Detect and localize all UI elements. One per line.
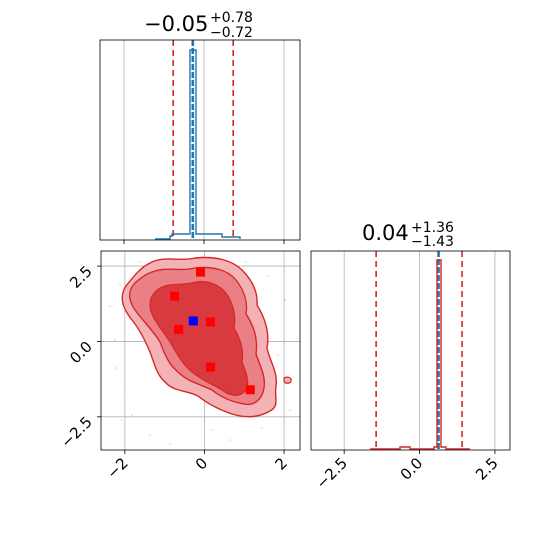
title-value: 0.04 bbox=[362, 221, 409, 245]
ytick-label: 2.5 bbox=[66, 262, 96, 292]
blue-markers bbox=[188, 316, 198, 326]
contour-isolated-blob bbox=[283, 376, 292, 384]
red-marker bbox=[170, 291, 180, 301]
axes-frame-top-left bbox=[99, 39, 301, 241]
axes-frame-bottom-right bbox=[310, 250, 511, 451]
red-marker bbox=[205, 362, 215, 372]
title-value: −0.05 bbox=[144, 12, 208, 36]
xticks-bottom-right: −2.5 0.0 2.5 bbox=[313, 450, 502, 493]
plot-area-bottom-right bbox=[311, 251, 510, 450]
ytick-label: 0.0 bbox=[66, 338, 96, 368]
title-lower-error: −0.72 bbox=[210, 25, 253, 41]
scatter-noise bbox=[109, 261, 291, 445]
red-marker bbox=[174, 324, 184, 334]
plot-area-top-left bbox=[100, 40, 300, 240]
panel-bottom-right-histogram: −2.5 0.0 2.5 0.04 +1.36 −1.43 bbox=[310, 220, 511, 493]
title-top-left: −0.05 +0.78 −0.72 bbox=[144, 10, 253, 41]
histogram-bars-top-left bbox=[155, 49, 241, 240]
axes-frame-bottom-left bbox=[100, 250, 301, 451]
xtick-label: 2.5 bbox=[472, 454, 502, 484]
blue-marker bbox=[188, 316, 198, 326]
xtick-label: 0 bbox=[192, 454, 211, 473]
xtick-label: −2 bbox=[103, 454, 131, 482]
grid-top-left bbox=[123, 40, 285, 240]
title-upper-error: +1.36 bbox=[411, 220, 454, 236]
red-markers bbox=[170, 267, 255, 395]
xtick-label: −2.5 bbox=[313, 454, 351, 492]
xticks-top-left bbox=[123, 240, 285, 244]
title-upper-error: +0.78 bbox=[210, 10, 253, 26]
xtick-label: 0.0 bbox=[397, 454, 427, 484]
panel-top-left-histogram: −0.05 +0.78 −0.72 bbox=[99, 10, 301, 244]
panel-bottom-left-contour: −2 0 2 −2.5 0.0 2.5 bbox=[57, 250, 301, 482]
histogram-bars-bottom-right bbox=[370, 259, 470, 450]
red-marker bbox=[205, 317, 215, 327]
red-marker bbox=[196, 267, 205, 277]
xtick-label: 2 bbox=[271, 454, 290, 473]
title-lower-error: −1.43 bbox=[411, 234, 454, 250]
title-bottom-right: 0.04 +1.36 −1.43 bbox=[362, 220, 454, 250]
grid-bottom-right bbox=[343, 251, 496, 450]
ytick-label: −2.5 bbox=[57, 413, 95, 451]
red-marker bbox=[245, 385, 255, 395]
